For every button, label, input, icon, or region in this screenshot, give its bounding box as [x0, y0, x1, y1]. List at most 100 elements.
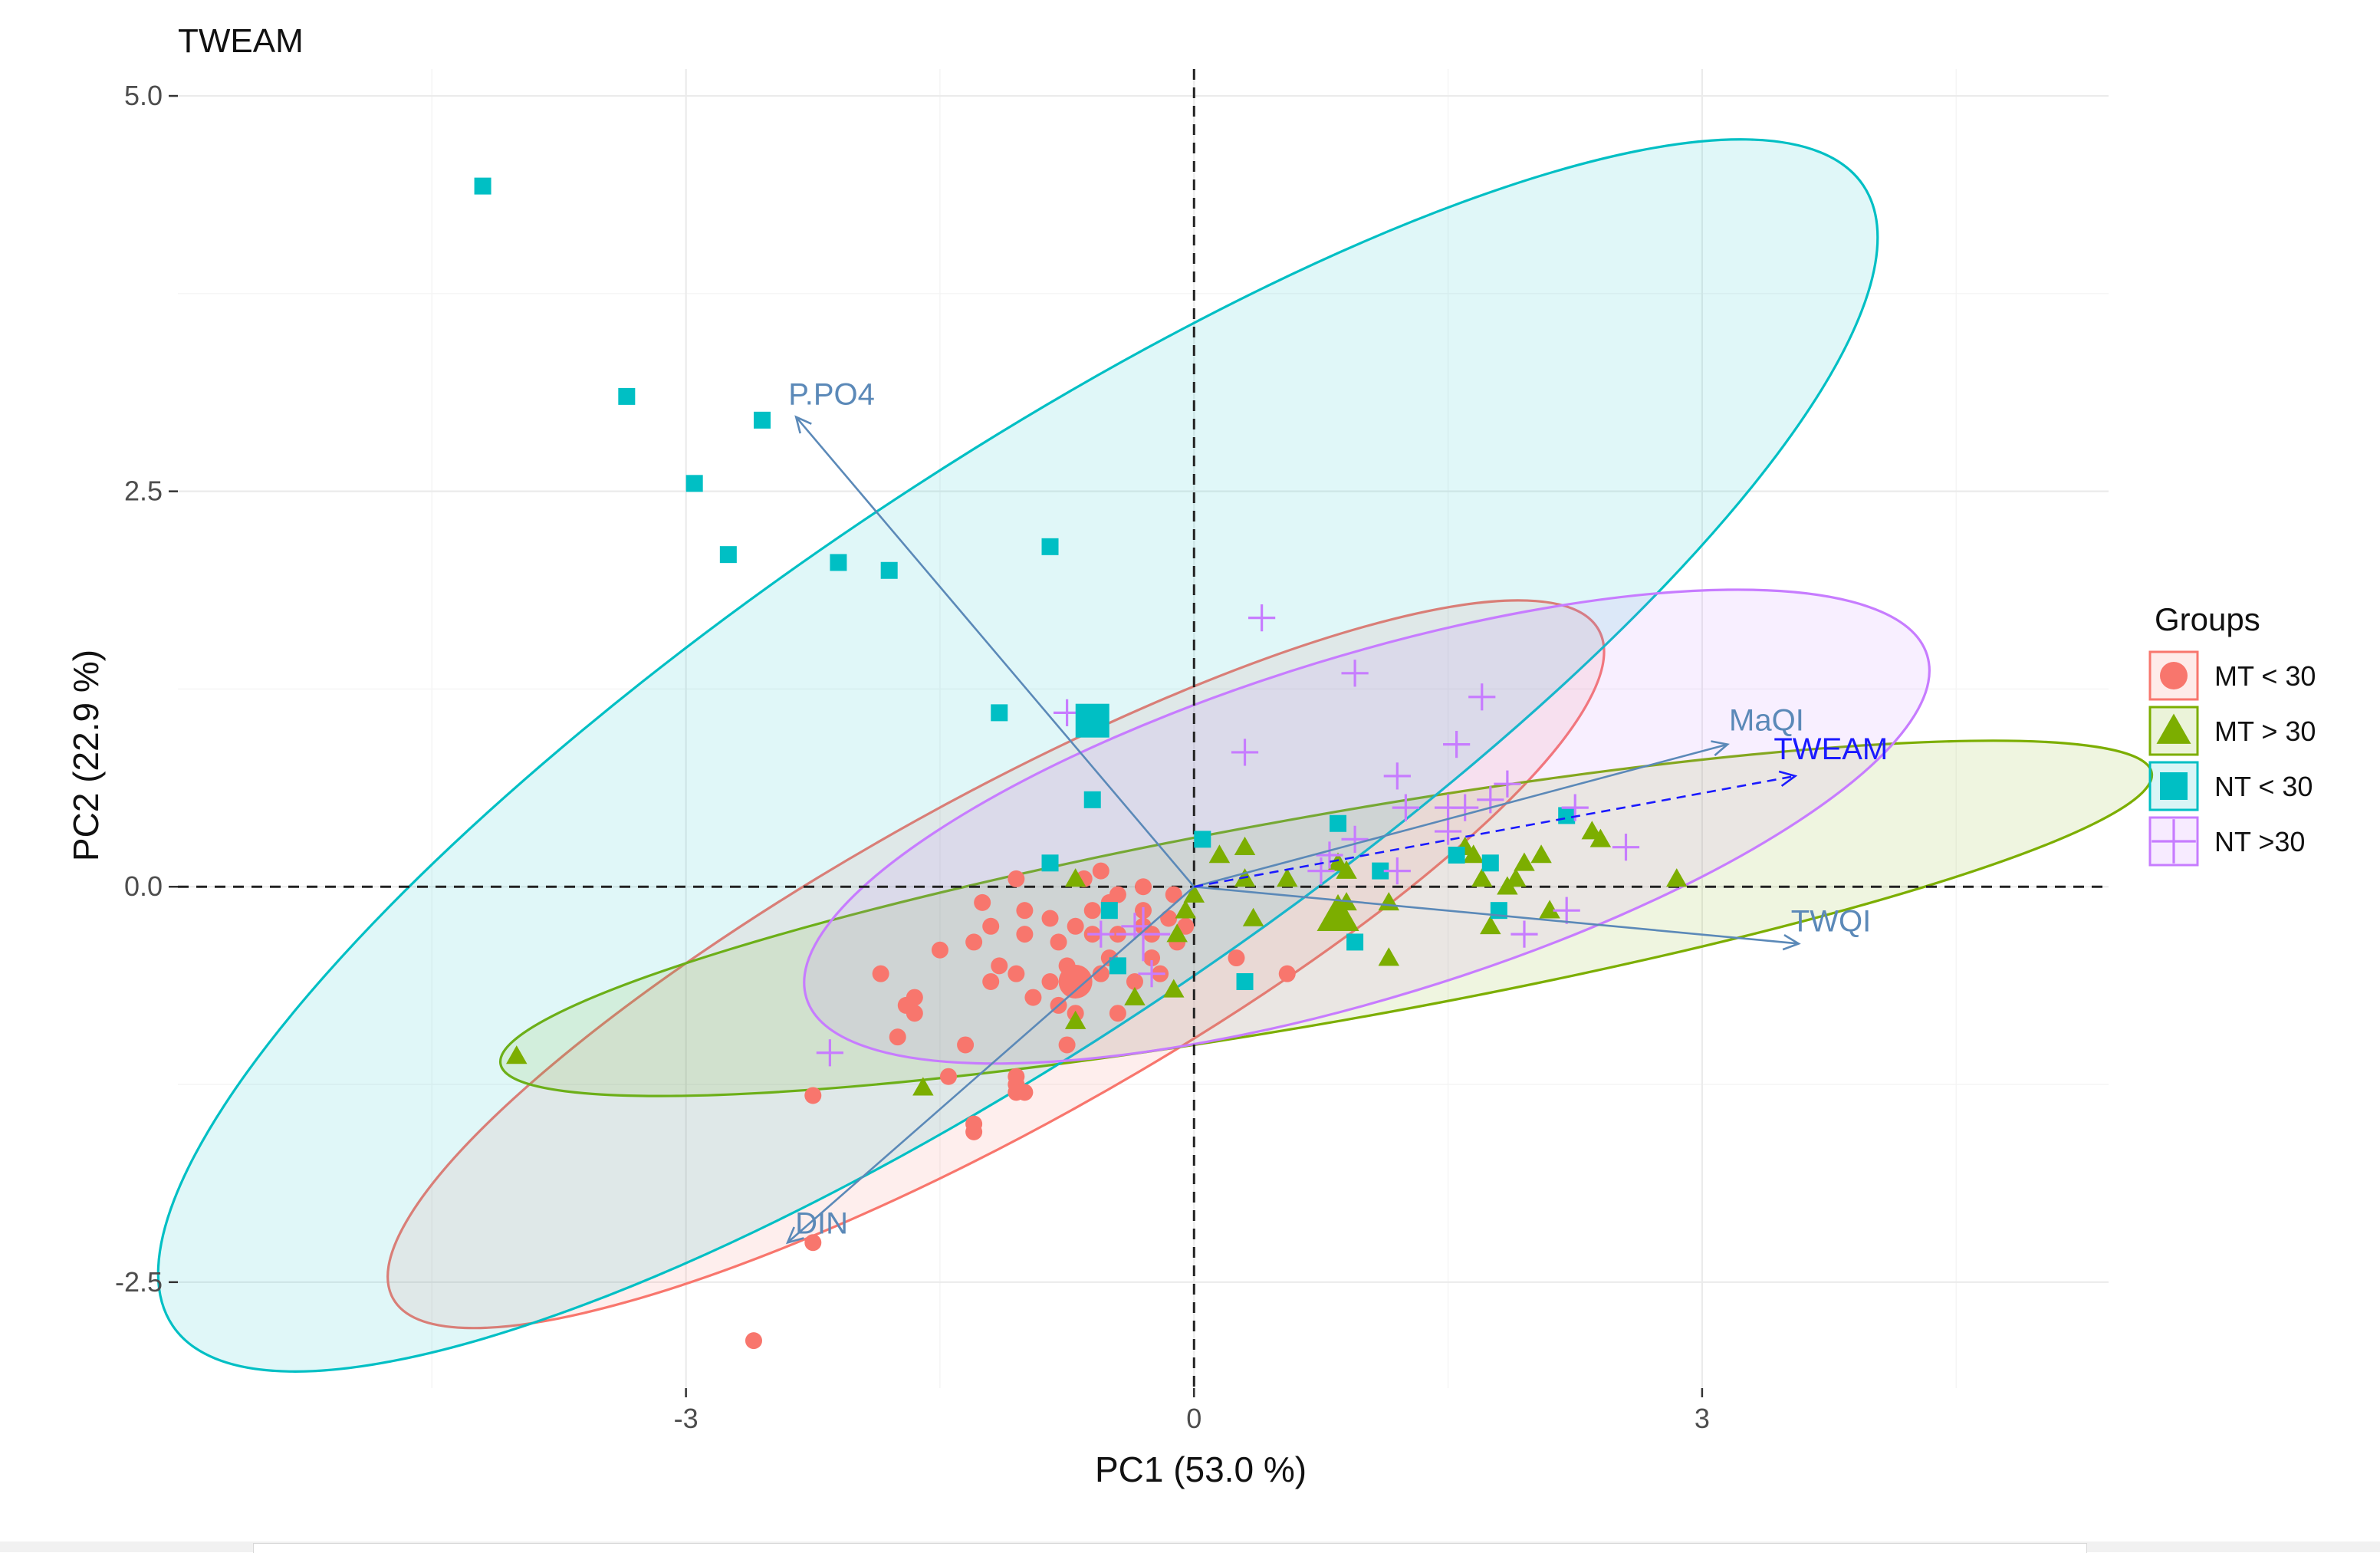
point-circle [1016, 926, 1034, 943]
arrow-din [787, 886, 1195, 1244]
point-circle [1143, 949, 1161, 967]
point-circle [1177, 917, 1195, 935]
point-plus [1087, 920, 1115, 948]
point-triangle [1064, 868, 1086, 887]
y-axis-label: PC2 (22.9 %) [66, 650, 106, 861]
mean-square [1075, 703, 1109, 738]
point-circle [872, 965, 889, 982]
point-square [474, 177, 491, 195]
point-triangle [1336, 860, 1357, 879]
point-plus [1341, 825, 1369, 853]
point-circle [1126, 972, 1143, 990]
legend-key [2148, 761, 2199, 811]
point-square [618, 387, 636, 405]
point-plus [1511, 920, 1538, 948]
point-plus [1494, 770, 1521, 798]
point-circle [1024, 989, 1042, 1006]
point-square [991, 704, 1008, 722]
mean-triangle [1317, 893, 1359, 931]
ellipse-nt-gt-30 [803, 588, 1931, 1065]
point-triangle [1530, 844, 1552, 864]
point-plus [1392, 794, 1419, 821]
legend-symbol-triangle [2156, 713, 2191, 744]
point-circle [965, 933, 983, 951]
point-square [1041, 854, 1059, 872]
chart-title: TWEAM [178, 22, 304, 60]
point-circle [889, 1028, 906, 1046]
point-circle [1041, 910, 1059, 927]
point-plus [1231, 739, 1259, 766]
point-circle [1058, 1036, 1076, 1054]
point-circle [745, 1332, 762, 1350]
legend-symbol-circle [2160, 662, 2188, 689]
point-circle [1135, 878, 1152, 896]
legend-label: MT < 30 [2214, 660, 2316, 692]
legend-symbol-square [2160, 772, 2188, 800]
point-plus [1248, 604, 1276, 632]
point-circle [1092, 862, 1109, 880]
variable-label-din: DIN [795, 1206, 848, 1240]
point-circle [804, 1087, 822, 1104]
point-circle [965, 1115, 983, 1133]
point-triangle [1234, 836, 1256, 855]
variable-label-tweam: TWEAM [1773, 732, 1888, 766]
point-circle [931, 941, 948, 959]
arrowhead-tweam [1778, 770, 1798, 787]
point-square [1330, 814, 1347, 832]
point-circle [1165, 886, 1182, 903]
point-circle [1016, 1084, 1034, 1101]
point-triangle [1276, 868, 1298, 887]
point-square [1372, 862, 1389, 880]
bottom-bar [253, 1543, 2087, 1553]
point-square [1558, 807, 1576, 824]
point-circle [1083, 902, 1101, 920]
point-square [880, 561, 898, 579]
legend-label: NT < 30 [2214, 771, 2313, 802]
y-tick-label: 5.0 [124, 80, 163, 111]
point-circle [906, 989, 923, 1006]
point-plus [1612, 834, 1640, 861]
point-plus [1316, 841, 1343, 869]
point-triangle [1480, 916, 1501, 935]
point-circle [1092, 965, 1109, 982]
point-circle [957, 1036, 975, 1054]
legend-label: NT >30 [2214, 826, 2305, 857]
point-plus [816, 1039, 843, 1067]
group-means [1058, 703, 1359, 999]
point-circle [1008, 1068, 1025, 1085]
point-triangle [1242, 907, 1264, 926]
legend: Groups MT < 30 MT > 30 NT < 30 NT >30 [2148, 601, 2316, 867]
point-triangle [1166, 923, 1188, 943]
point-plus [1138, 960, 1165, 988]
point-plus [1383, 857, 1411, 885]
point-triangle [1183, 883, 1205, 903]
legend-symbol-plus [2152, 819, 2196, 864]
point-plus [1443, 731, 1471, 758]
point-circle [991, 957, 1008, 975]
point-square [685, 475, 703, 492]
point-circle [982, 917, 1000, 935]
point-triangle [506, 1045, 528, 1064]
variable-label-maqi: MaQI [1729, 704, 1804, 738]
panel-background [178, 69, 2109, 1388]
point-triangle [1462, 844, 1484, 864]
mean-circle [1058, 964, 1093, 999]
point-circle [1160, 910, 1178, 927]
point-circle [974, 893, 991, 911]
y-tick-label: 0.0 [124, 870, 163, 902]
y-tick-label: -2.5 [115, 1266, 163, 1298]
variable-label-twqi: TWQI [1791, 904, 1871, 938]
point-square [1041, 538, 1059, 555]
point-square [1194, 831, 1211, 848]
point-circle [1050, 933, 1067, 951]
x-tick-label: 3 [1695, 1403, 1710, 1434]
point-triangle [1471, 868, 1493, 887]
point-square [1100, 902, 1118, 920]
point-triangle [1514, 852, 1535, 871]
point-plus [1383, 762, 1411, 790]
point-square [754, 411, 771, 429]
arrow-p-po4 [795, 416, 1195, 888]
point-triangle [912, 1077, 934, 1096]
point-plus [1468, 683, 1496, 711]
